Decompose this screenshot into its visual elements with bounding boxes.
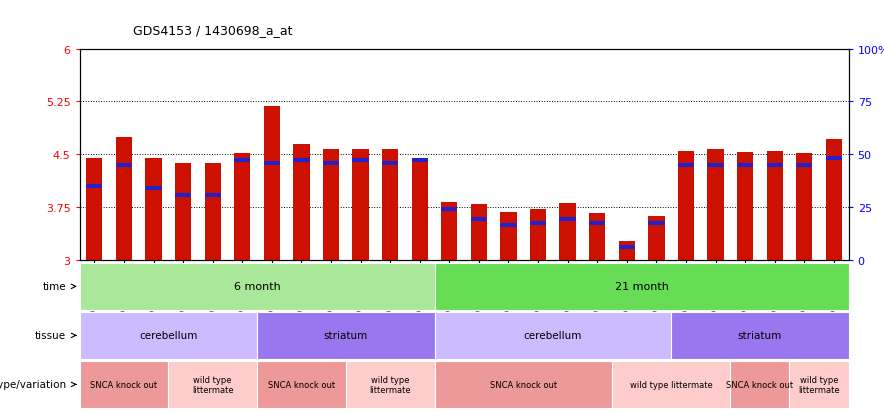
Bar [353,150,369,260]
Bar [116,138,132,260]
Text: striatum: striatum [324,330,368,341]
Bar [263,107,280,260]
Bar [87,185,103,188]
Bar [382,161,399,165]
Bar [737,164,753,167]
Text: wild type littermate: wild type littermate [629,380,713,389]
Text: genotype/variation: genotype/variation [0,380,66,389]
Bar [796,164,812,167]
Bar [168,361,257,408]
Text: 6 month: 6 month [233,282,280,292]
Bar [678,152,694,260]
Text: wild type
littermate: wild type littermate [370,375,411,394]
Bar [323,161,339,165]
Bar [560,203,575,260]
Bar [737,153,753,260]
Bar [263,161,280,165]
Text: cerebellum: cerebellum [523,330,582,341]
Bar [612,361,730,408]
Text: time: time [42,282,66,292]
Bar [323,150,339,260]
Bar [145,187,162,190]
Bar [80,361,168,408]
Bar [826,157,842,160]
Bar [234,154,250,260]
Bar [500,223,516,227]
Bar [175,164,191,260]
Bar [707,164,724,167]
Bar [435,312,671,359]
Text: SNCA knock out: SNCA knock out [90,380,157,389]
Bar [412,159,428,260]
Bar [471,204,487,260]
Bar [766,164,783,167]
Bar [648,217,665,260]
Bar [471,218,487,221]
Text: SNCA knock out: SNCA knock out [268,380,335,389]
Bar [257,361,346,408]
Bar [80,263,435,310]
Bar [382,149,399,260]
Bar [589,222,606,225]
Bar [589,213,606,260]
Bar [116,164,132,167]
Bar [175,194,191,197]
Bar [435,263,849,310]
Bar [619,246,635,249]
Text: striatum: striatum [738,330,782,341]
Text: tissue: tissue [35,330,66,341]
Bar [257,312,435,359]
Bar [234,159,250,162]
Text: cerebellum: cerebellum [139,330,197,341]
Bar [826,140,842,260]
Bar [346,361,435,408]
Bar [204,194,221,197]
Bar [730,361,789,408]
Text: GDS4153 / 1430698_a_at: GDS4153 / 1430698_a_at [133,24,292,37]
Bar [435,361,612,408]
Bar [530,210,546,260]
Bar [648,222,665,225]
Text: SNCA knock out: SNCA knock out [490,380,557,389]
Bar [441,203,457,260]
Bar [293,159,309,162]
Bar [789,361,849,408]
Text: wild type
littermate: wild type littermate [798,375,840,394]
Bar [619,241,635,260]
Bar [500,212,516,260]
Bar [412,159,428,162]
Bar [678,164,694,167]
Bar [80,312,257,359]
Bar [560,218,575,221]
Bar [441,208,457,211]
Bar [671,312,849,359]
Text: wild type
littermate: wild type littermate [192,375,233,394]
Text: 21 month: 21 month [614,282,668,292]
Bar [145,159,162,260]
Bar [353,159,369,162]
Bar [796,154,812,260]
Text: SNCA knock out: SNCA knock out [727,380,794,389]
Bar [87,159,103,260]
Bar [530,222,546,225]
Bar [707,150,724,260]
Bar [204,163,221,260]
Bar [766,152,783,260]
Bar [293,145,309,260]
